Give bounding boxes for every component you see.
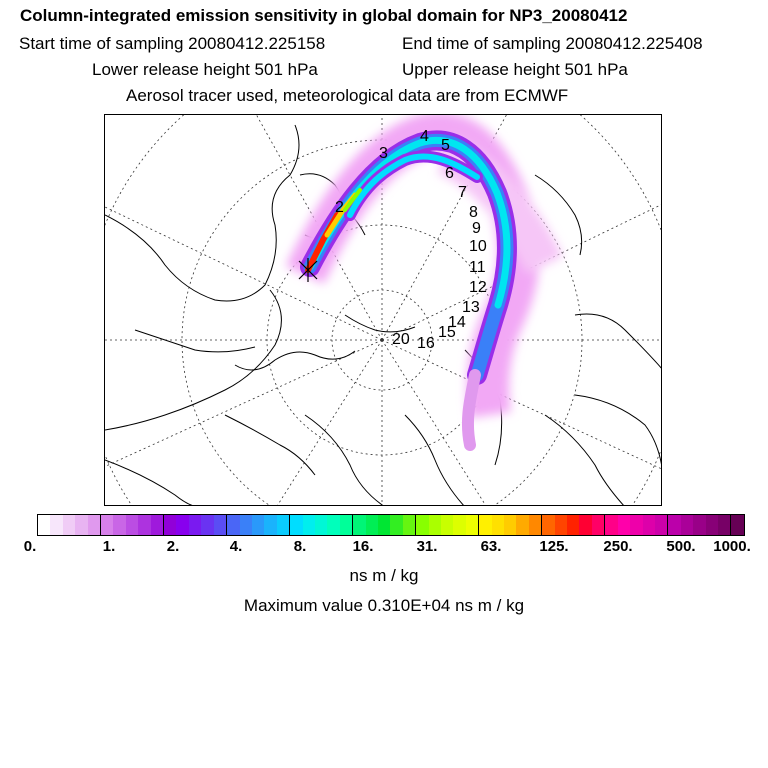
colorbar-segment: [87, 515, 102, 535]
colorbar-segment: [441, 515, 454, 535]
end-time-label: End time of sampling 20080412.225408: [402, 34, 703, 53]
colorbar-segment: [264, 515, 277, 535]
colorbar-segment: [465, 515, 480, 535]
day-label: 5: [441, 137, 450, 154]
colorbar-segment: [176, 515, 189, 535]
colorbar-segment: [402, 515, 417, 535]
day-label: 9: [472, 220, 481, 237]
colorbar-segment: [453, 515, 466, 535]
day-label: 8: [469, 204, 478, 221]
colorbar-segment: [138, 515, 151, 535]
colorbar-segment: [353, 515, 366, 535]
colorbar-segment: [188, 515, 202, 535]
colorbar-segment: [302, 515, 315, 535]
upper-release-height-label: Upper release height 501 hPa: [402, 60, 628, 79]
polar-map-panel: 2 3 4 5 6 7 8 9 10 11 12 13 14 15 16 20: [104, 114, 662, 506]
colorbar-segment: [680, 515, 694, 535]
colorbar-segment: [617, 515, 631, 535]
colorbar-segment: [491, 515, 505, 535]
colorbar-segment: [668, 515, 681, 535]
colorbar-segment: [516, 515, 529, 535]
colorbar-segment: [654, 515, 669, 535]
meridian-lines: [105, 115, 661, 505]
colorbar-tick: 8.: [293, 538, 307, 555]
colorbar-segment: [113, 515, 126, 535]
colorbar-tick: 0.: [23, 538, 37, 555]
colorbar-segment: [239, 515, 252, 535]
day-label: 15: [438, 324, 456, 341]
colorbar-segment: [75, 515, 88, 535]
colorbar-tick: 63.: [480, 538, 502, 555]
colorbar-tick: 1.: [102, 538, 116, 555]
day-labels: 2 3 4 5 6 7 8 9 10 11 12 13 14 15 16 20: [335, 128, 487, 352]
colorbar-segment: [479, 515, 492, 535]
lower-release-height-label: Lower release height 501 hPa: [92, 60, 318, 79]
colorbar-segment: [377, 515, 391, 535]
day-label: 20: [392, 331, 410, 348]
day-label: 6: [445, 165, 454, 182]
colorbar-segment: [542, 515, 555, 535]
tracer-info-line: Aerosol tracer used, meteorological data…: [126, 86, 569, 105]
colorbar-segment: [605, 515, 618, 535]
day-label: 3: [379, 145, 388, 162]
colorbar-tick: 31.: [416, 538, 438, 555]
colorbar-segment: [150, 515, 165, 535]
day-label: 2: [335, 199, 344, 216]
colorbar-segment: [125, 515, 139, 535]
colorbar-segment: [693, 515, 706, 535]
colorbar-segment: [642, 515, 655, 535]
colorbar-segment: [591, 515, 606, 535]
colorbar-tick: 1000.: [713, 538, 751, 555]
colorbar-segment: [504, 515, 517, 535]
colorbar-tick: 4.: [229, 538, 243, 555]
color-scale-bar: [37, 514, 745, 536]
colorbar-segment: [164, 515, 177, 535]
maximum-value-label: Maximum value 0.310E+04 ns m / kg: [243, 596, 525, 615]
colorbar-segment: [390, 515, 403, 535]
colorbar-segment: [213, 515, 228, 535]
colorbar-segment: [717, 515, 732, 535]
colorbar-segment: [428, 515, 441, 535]
colorbar-segment: [554, 515, 568, 535]
colorbar-segment: [416, 515, 429, 535]
colorbar-segment: [339, 515, 354, 535]
colorbar-segment: [101, 515, 114, 535]
start-time-label: Start time of sampling 20080412.225158: [19, 34, 326, 53]
colorbar-segment: [528, 515, 543, 535]
polar-map: 2 3 4 5 6 7 8 9 10 11 12 13 14 15 16 20: [105, 115, 661, 505]
colorbar-tick: 2.: [166, 538, 180, 555]
day-label: 10: [469, 238, 487, 255]
colorbar-segment: [630, 515, 643, 535]
colorbar-tick: 250.: [603, 538, 633, 555]
day-label: 11: [469, 259, 486, 276]
day-label: 16: [417, 335, 435, 352]
plume-core: [300, 130, 517, 451]
colorbar-segment: [365, 515, 378, 535]
day-label: 14: [448, 314, 466, 331]
colorbar-segment: [251, 515, 265, 535]
colorbar-segment: [62, 515, 76, 535]
colorbar-units: ns m / kg: [349, 566, 419, 585]
colorbar-segment: [579, 515, 592, 535]
colorbar-segment: [705, 515, 718, 535]
colorbar-segment: [314, 515, 328, 535]
colorbar-segment: [567, 515, 580, 535]
day-label: 13: [462, 299, 480, 316]
colorbar-segment: [290, 515, 303, 535]
colorbar-segment: [327, 515, 340, 535]
colorbar-segment: [201, 515, 214, 535]
plot-title: Column-integrated emission sensitivity i…: [20, 6, 628, 25]
colorbar-tick: 500.: [666, 538, 696, 555]
colorbar-tick: 16.: [352, 538, 374, 555]
colorbar-tick: 125.: [539, 538, 569, 555]
release-point-cross: [298, 258, 318, 282]
colorbar-segment: [50, 515, 63, 535]
day-label: 12: [469, 279, 487, 296]
colorbar-segment: [276, 515, 291, 535]
colorbar-segment: [731, 515, 744, 535]
colorbar-segment: [227, 515, 240, 535]
day-label: 4: [420, 128, 429, 145]
day-label: 7: [458, 184, 467, 201]
colorbar-segment: [38, 515, 51, 535]
